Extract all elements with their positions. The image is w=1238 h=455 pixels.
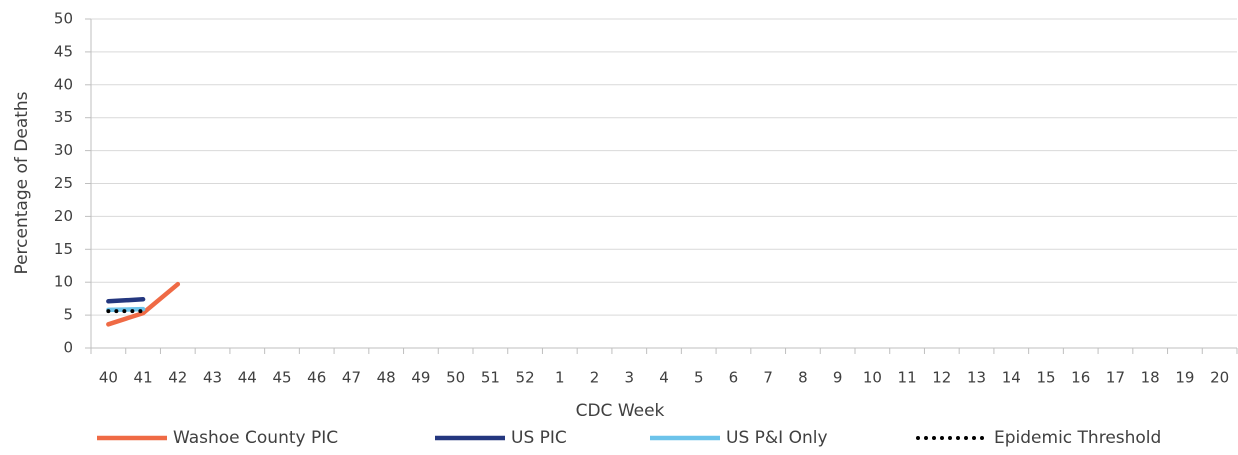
series-line [106, 281, 181, 327]
y-tick-label: 20 [54, 207, 73, 225]
x-tick-label: 6 [729, 369, 739, 387]
x-tick-label: 40 [99, 369, 118, 387]
x-tick-label: 49 [411, 369, 430, 387]
y-tick-label: 25 [54, 174, 73, 192]
y-tick-label: 40 [54, 75, 73, 93]
x-tick-label: 41 [134, 369, 153, 387]
x-tick-label: 51 [481, 369, 500, 387]
x-tick-label: 7 [763, 369, 773, 387]
y-axis-label: Percentage of Deaths [12, 91, 32, 274]
x-tick-label: 50 [446, 369, 465, 387]
y-tick-label: 50 [54, 10, 73, 28]
x-tick-label: 43 [203, 369, 222, 387]
y-tick-label: 5 [63, 306, 73, 324]
x-tick-label: 20 [1210, 369, 1229, 387]
x-tick-label: 52 [516, 369, 535, 387]
y-tick-label: 35 [54, 108, 73, 126]
series-line [106, 306, 146, 313]
x-tick-label: 44 [238, 369, 257, 387]
x-tick-label: 45 [272, 369, 291, 387]
x-tick-label: 15 [1036, 369, 1055, 387]
x-tick-label: 10 [863, 369, 882, 387]
x-tick-label: 14 [1002, 369, 1021, 387]
legend-label: Washoe County PIC [173, 428, 338, 448]
x-tick-label: 3 [624, 369, 634, 387]
x-tick-label: 42 [168, 369, 187, 387]
x-tick-label: 46 [307, 369, 326, 387]
x-tick-label: 2 [590, 369, 600, 387]
x-tick-label: 9 [833, 369, 843, 387]
x-tick-label: 47 [342, 369, 361, 387]
x-tick-label: 4 [659, 369, 669, 387]
legend-label: US P&I Only [726, 428, 828, 448]
x-tick-label: 12 [932, 369, 951, 387]
y-tick-label: 0 [63, 339, 73, 357]
series-line [106, 297, 146, 304]
x-tick-label: 48 [377, 369, 396, 387]
x-tick-label: 19 [1175, 369, 1194, 387]
x-tick-label: 16 [1071, 369, 1090, 387]
legend-label: US PIC [511, 428, 567, 448]
y-tick-label: 10 [54, 273, 73, 291]
legend-label: Epidemic Threshold [994, 428, 1161, 448]
y-tick-label: 30 [54, 141, 73, 159]
x-tick-label: 13 [967, 369, 986, 387]
x-tick-label: 17 [1106, 369, 1125, 387]
x-tick-label: 11 [898, 369, 917, 387]
x-axis-label: CDC Week [576, 401, 665, 421]
x-tick-label: 18 [1141, 369, 1160, 387]
x-tick-label: 1 [555, 369, 565, 387]
x-tick-label: 8 [798, 369, 808, 387]
x-tick-label: 5 [694, 369, 704, 387]
y-tick-label: 15 [54, 240, 73, 258]
y-tick-label: 45 [54, 42, 73, 60]
